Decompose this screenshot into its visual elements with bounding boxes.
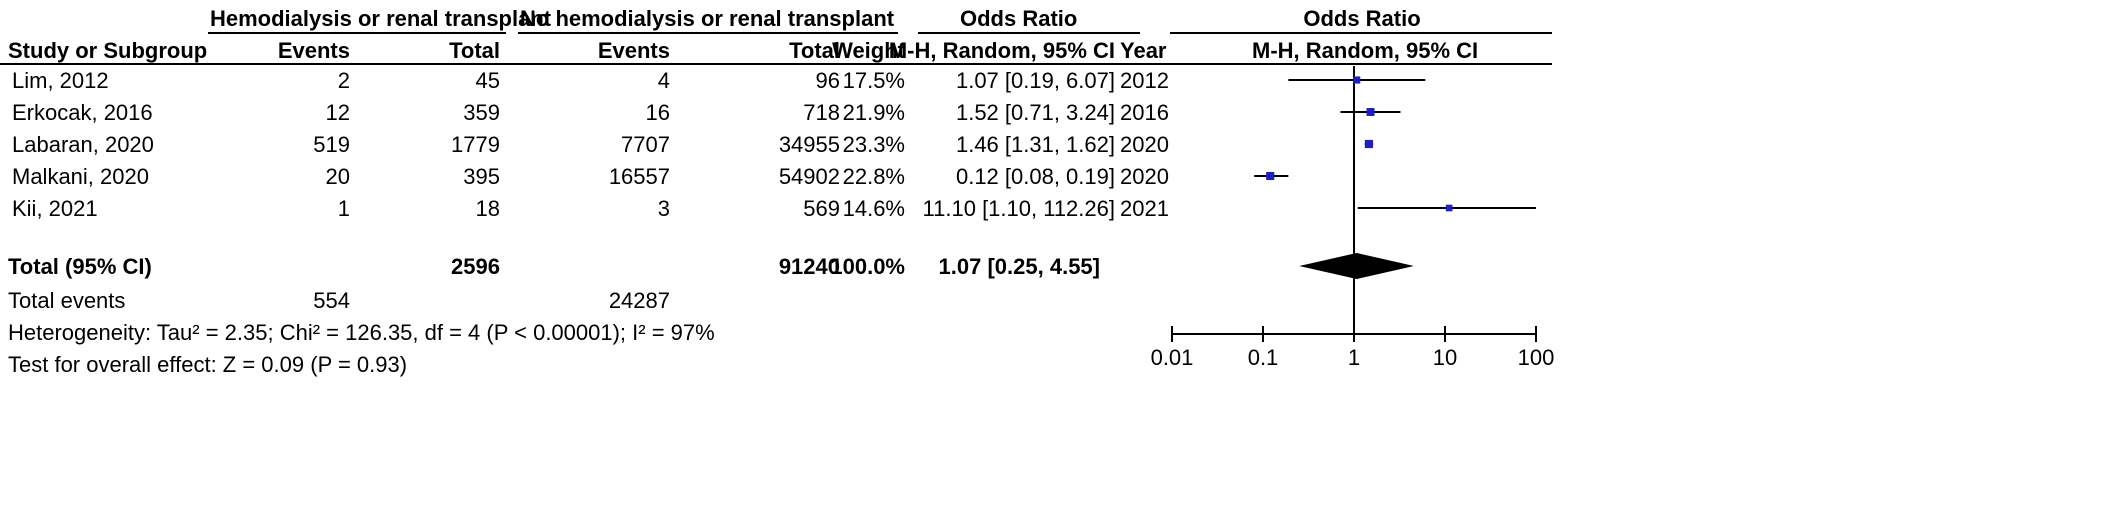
total2-value: 54902	[778, 164, 840, 189]
events1-value: 20	[325, 164, 350, 189]
col-total1: Total	[449, 38, 500, 63]
events1-value: 519	[313, 132, 350, 157]
pooled-diamond	[1299, 253, 1414, 279]
or-table-header: Odds Ratio	[960, 6, 1078, 31]
or-plot-underline	[1170, 32, 1552, 34]
col-study: Study or Subgroup	[8, 38, 208, 63]
total-label: Total (95% CI)	[8, 254, 152, 279]
total-events-label: Total events	[8, 288, 126, 313]
x-tick-label: 0.1	[1248, 345, 1279, 370]
study-name: Kii, 2021	[12, 196, 98, 221]
events1-value: 1	[337, 196, 350, 221]
total-events1: 554	[313, 288, 350, 313]
col-weight: Weight	[832, 38, 905, 63]
group2-underline	[518, 32, 898, 34]
total1-value: 18	[475, 196, 500, 221]
total1-value: 359	[463, 100, 500, 125]
col-events2: Events	[597, 38, 670, 63]
total2-value: 569	[803, 196, 840, 221]
header-rule	[0, 63, 1552, 65]
study-marker	[1353, 76, 1361, 84]
or-plot-header: Odds Ratio	[1303, 6, 1421, 31]
total1-sum: 2596	[451, 254, 500, 279]
weight-value: 22.8%	[842, 164, 905, 189]
total2-sum: 91240	[778, 254, 840, 279]
events1-value: 12	[325, 100, 350, 125]
study-name: Malkani, 2020	[12, 164, 149, 189]
weight-value: 23.3%	[842, 132, 905, 157]
x-tick-label: 0.01	[1151, 345, 1194, 370]
total-events2: 24287	[608, 288, 670, 313]
total2-value: 718	[803, 100, 840, 125]
weight-value: 21.9%	[842, 100, 905, 125]
study-marker	[1366, 108, 1375, 116]
study-marker	[1364, 139, 1374, 149]
study-marker	[1266, 171, 1275, 181]
events2-value: 7707	[621, 132, 670, 157]
year-value: 2012	[1120, 68, 1169, 93]
events2-value: 16557	[608, 164, 670, 189]
overall-effect-text: Test for overall effect: Z = 0.09 (P = 0…	[8, 352, 408, 377]
total1-value: 1779	[451, 132, 500, 157]
total2-value: 34955	[778, 132, 840, 157]
total2-value: 96	[815, 68, 840, 93]
year-value: 2020	[1120, 164, 1169, 189]
or-ci-value: 1.46 [1.31, 1.62]	[955, 132, 1115, 157]
col-year: Year	[1120, 38, 1167, 63]
x-tick-label: 1	[1348, 345, 1360, 370]
or-table-underline	[918, 32, 1140, 34]
events2-value: 4	[657, 68, 670, 93]
year-value: 2021	[1120, 196, 1169, 221]
group2-header: No hemodialysis or renal transplant	[520, 6, 895, 31]
events1-value: 2	[337, 68, 350, 93]
col-method-plot: M-H, Random, 95% CI	[1252, 38, 1479, 63]
col-events1: Events	[277, 38, 350, 63]
year-value: 2016	[1120, 100, 1169, 125]
year-value: 2020	[1120, 132, 1169, 157]
x-tick-label: 100	[1518, 345, 1555, 370]
group1-underline	[208, 32, 506, 34]
or-ci-value: 1.52 [0.71, 3.24]	[955, 100, 1115, 125]
or-ci-value: 11.10 [1.10, 112.26]	[922, 196, 1115, 221]
study-name: Labaran, 2020	[12, 132, 154, 157]
total1-value: 45	[475, 68, 500, 93]
or-ci-value: 0.12 [0.08, 0.19]	[955, 164, 1115, 189]
study-name: Erkocak, 2016	[12, 100, 153, 125]
group1-header: Hemodialysis or renal transplant	[210, 6, 552, 31]
col-total2: Total	[789, 38, 840, 63]
weight-value: 14.6%	[842, 196, 905, 221]
heterogeneity-text: Heterogeneity: Tau² = 2.35; Chi² = 126.3…	[8, 320, 715, 345]
total1-value: 395	[463, 164, 500, 189]
or-ci-value: 1.07 [0.19, 6.07]	[955, 68, 1115, 93]
total-or-ci: 1.07 [0.25, 4.55]	[938, 254, 1100, 279]
events2-value: 3	[657, 196, 670, 221]
events2-value: 16	[645, 100, 670, 125]
x-tick-label: 10	[1433, 345, 1457, 370]
study-marker	[1445, 204, 1453, 212]
total-weight: 100.0%	[830, 254, 905, 279]
weight-value: 17.5%	[842, 68, 905, 93]
study-name: Lim, 2012	[12, 68, 109, 93]
col-method: M-H, Random, 95% CI	[888, 38, 1115, 63]
